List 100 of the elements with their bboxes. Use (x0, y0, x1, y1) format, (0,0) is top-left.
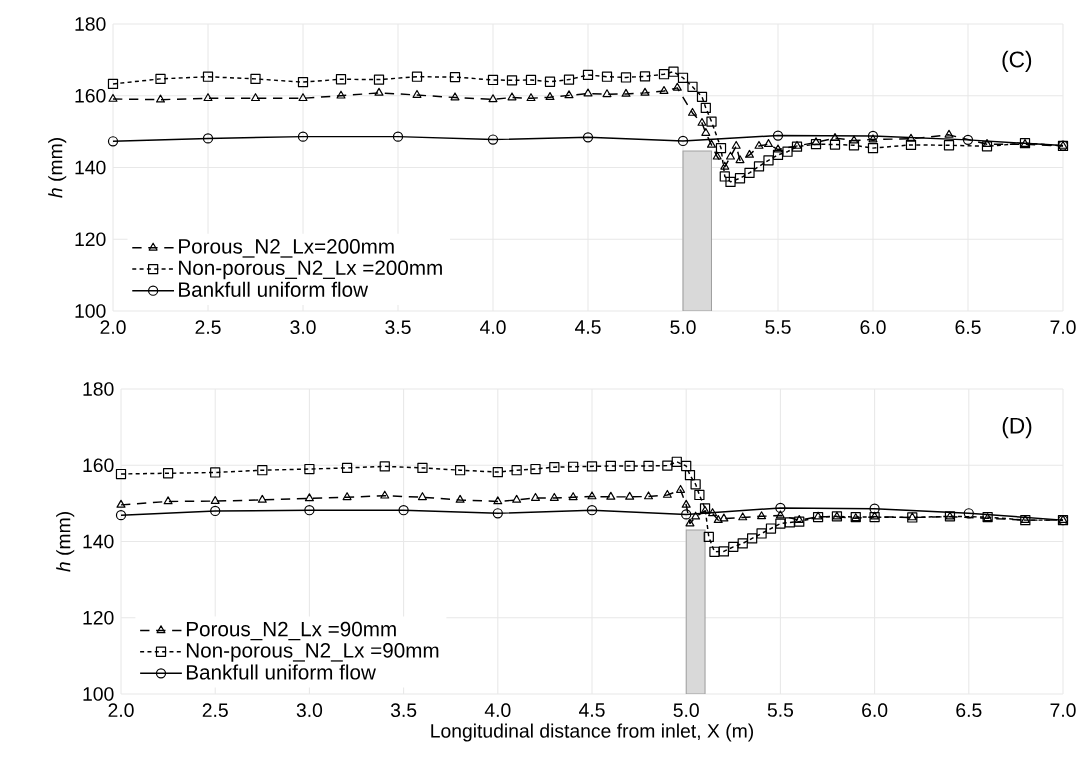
point (257, 494, 267, 503)
point (725, 151, 736, 160)
point (545, 92, 555, 101)
point (549, 462, 560, 473)
x-tick-label: 4.0 (484, 703, 511, 718)
x-tick-label: 5.5 (767, 703, 794, 717)
x-tick-label: 5.0 (670, 320, 696, 335)
point (297, 76, 309, 88)
y-tick-label: 180 (83, 382, 114, 396)
x-tick-label: 2.5 (195, 320, 221, 335)
point (754, 140, 764, 149)
point (694, 489, 705, 501)
point (544, 76, 556, 87)
point (454, 465, 466, 476)
point (583, 88, 593, 97)
point (411, 71, 423, 82)
point (738, 512, 748, 521)
point (162, 468, 174, 479)
x-tick-label: 6.0 (862, 703, 888, 718)
point (676, 484, 686, 493)
point (210, 467, 221, 478)
point (373, 74, 385, 85)
point (115, 510, 127, 521)
point (662, 489, 672, 498)
point (681, 460, 692, 472)
point (449, 71, 461, 83)
x-tick-label: 2.5 (202, 703, 228, 718)
x-tick-label: 6.5 (955, 320, 981, 335)
point (690, 479, 701, 490)
legend-label: Bankfull uniform flow (179, 281, 369, 297)
y-tick-label: 120 (83, 610, 114, 625)
x-tick-label: 7.0 (1050, 320, 1076, 335)
point (725, 176, 736, 187)
point (681, 499, 691, 508)
point (811, 137, 821, 146)
x-tick-label: 4.0 (480, 320, 506, 335)
point (868, 134, 878, 143)
x-tick-label: 2.0 (100, 320, 126, 335)
point (530, 463, 541, 475)
point (412, 89, 422, 98)
point (417, 462, 428, 474)
x-tick-label: 3.0 (296, 703, 323, 718)
point (734, 173, 746, 184)
y-axis-title: h (mm) (56, 512, 75, 572)
point (525, 74, 537, 86)
point (582, 69, 594, 81)
point (250, 93, 261, 102)
point (374, 87, 384, 96)
point (507, 92, 517, 101)
point (658, 69, 670, 80)
point (526, 93, 536, 102)
point (753, 161, 765, 172)
point (601, 71, 613, 82)
point (744, 167, 755, 178)
point (744, 149, 755, 158)
point (703, 531, 714, 543)
point (116, 499, 126, 508)
point (708, 508, 718, 517)
point (737, 538, 748, 549)
y-axis-title: h (mm) (48, 138, 67, 198)
point (772, 149, 784, 161)
point (757, 511, 767, 520)
y-tick-label: 140 (75, 160, 106, 175)
point (756, 528, 767, 539)
x-tick-label: 4.5 (579, 703, 605, 717)
point (398, 505, 409, 516)
point (735, 155, 745, 164)
point (492, 508, 503, 519)
point (163, 496, 173, 505)
point (639, 71, 651, 82)
point (606, 491, 616, 500)
point (624, 460, 635, 472)
point (155, 94, 166, 103)
x-tick-label: 3.0 (290, 320, 316, 335)
point (687, 107, 698, 116)
point (943, 140, 955, 151)
point (829, 139, 841, 150)
y-tick-label: 100 (75, 304, 106, 318)
x-tick-label: 5.0 (673, 703, 699, 718)
x-tick-label: 2.0 (108, 703, 134, 718)
point (342, 492, 352, 501)
point (982, 139, 992, 148)
point (962, 134, 974, 145)
y-tick-label: 180 (75, 17, 106, 31)
point (417, 492, 427, 501)
point (549, 492, 559, 501)
point (719, 513, 729, 522)
point (696, 91, 708, 102)
point (849, 135, 859, 144)
point (775, 510, 785, 519)
annotation: (C) (1002, 50, 1032, 72)
point (512, 494, 522, 503)
x-tick-label: 3.5 (390, 703, 417, 718)
point (782, 146, 793, 157)
point (392, 131, 404, 142)
point (668, 66, 679, 77)
point (568, 492, 578, 501)
point (713, 515, 723, 524)
y-tick-label: 120 (75, 232, 106, 247)
point (257, 465, 268, 476)
